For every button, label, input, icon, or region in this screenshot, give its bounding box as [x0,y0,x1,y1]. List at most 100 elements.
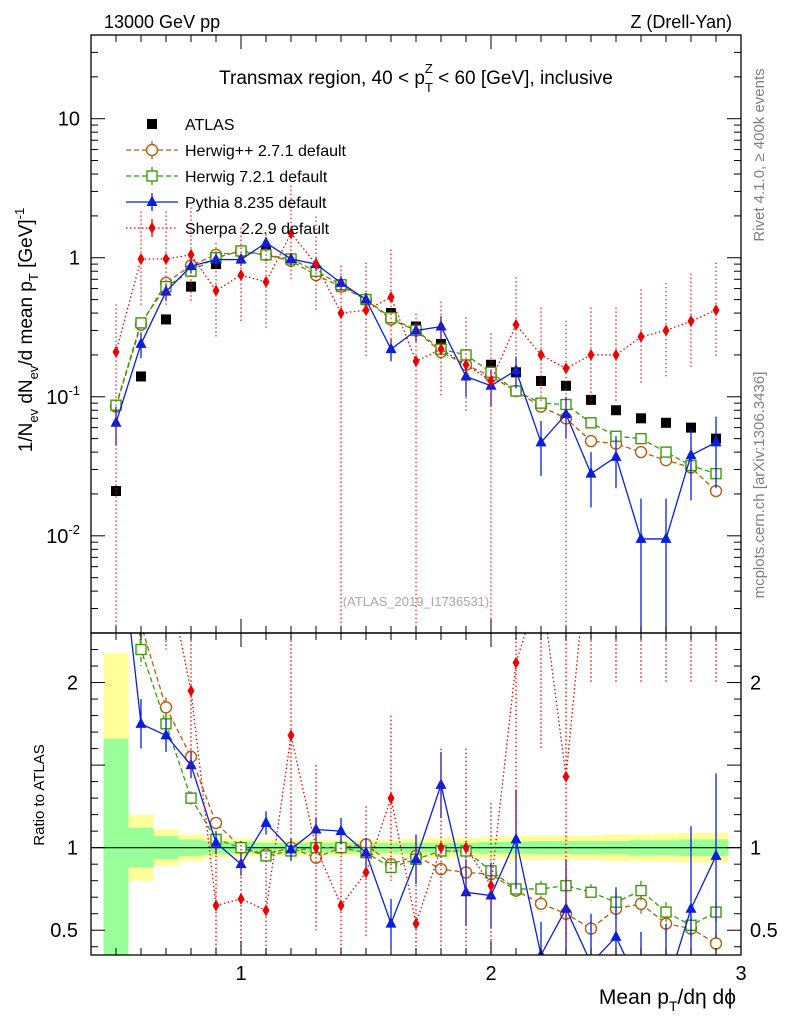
rivet-label: Rivet 4.1.0, ≥ 400k events [751,68,768,241]
ratio-point [310,823,322,834]
ratio-point [187,684,195,697]
ratio-tick-label: 2 [67,673,78,695]
data-point [462,358,470,371]
data-point [312,258,320,271]
ratio-point [185,792,197,804]
y-tick-label: 1 [69,248,80,270]
legend-marker [148,222,156,234]
chart-title: Transmax region, 40 < pTZ < 60 [GeV], in… [219,61,613,95]
ratio-point [538,577,545,589]
ratio-sherpa-2-2-9-default [113,264,717,955]
ratio-point [485,889,497,900]
ratio-point [212,899,220,912]
ratio-point [535,883,547,895]
data-point [584,434,598,448]
data-point [686,422,696,433]
data-point [562,362,570,375]
legend-item-pythia-8-235-default: Pythia 8.235 default [126,193,327,212]
data-point [437,343,445,356]
data-point [185,259,197,271]
legend-label: Herwig++ 2.7.1 default [185,143,347,160]
watermark: (ATLAS_2019_I1736531) [343,594,489,609]
data-point [212,284,220,297]
legend-item-herwig-2-7-1-default: Herwig++ 2.7.1 default [126,141,347,160]
data-point [487,374,495,387]
ratio-point [285,842,297,854]
data-point [587,348,595,361]
ratio-point [260,816,272,827]
ratio-point [588,511,595,523]
legend-marker [147,119,157,129]
y-tick-label: 10 [58,109,80,131]
data-point [112,345,120,358]
ratio-point [585,886,597,898]
ratio-point [163,561,170,573]
ratio-point [387,792,395,805]
data-point [660,532,672,543]
data-point [135,317,147,329]
ratio-point [412,917,420,930]
x-axis-label: Mean pT/dη dϕ [599,986,736,1014]
y-axis-label: 1/Nev dNev/d mean pT [GeV]-1 [12,208,41,453]
data-point [510,363,522,375]
data-point [111,486,121,497]
ratio-point [235,841,247,854]
data-point [661,417,671,428]
ratio-point [337,899,345,912]
ratio-tick-label-right: 0.5 [750,920,778,942]
y-tick-label: 10-1 [46,383,80,409]
data-point [412,355,420,368]
main-series [109,185,723,633]
ratio-point [260,850,272,862]
data-point [536,375,546,386]
data-point [535,435,547,447]
legend-label: ATLAS [185,117,235,134]
ratio-point [385,917,397,928]
data-point [585,417,597,429]
ratio-point [335,824,347,836]
data-point [410,323,422,335]
legend-item-herwig-7-2-1-default: Herwig 7.2.1 default [126,167,328,186]
data-point [634,445,648,459]
data-point [385,342,397,354]
ratio-point [534,897,548,911]
ratio-point [135,717,147,728]
legend-marker [146,170,158,182]
data-point [585,467,597,478]
data-point [486,359,496,370]
ratio-point [312,841,320,854]
legend-label: Herwig 7.2.1 default [185,169,328,186]
y-tick-label: 10-2 [46,522,80,548]
ratio-point [586,957,597,968]
ratio-point [610,930,622,941]
data-point [362,304,370,317]
ratio-tick-label-right: 2 [750,673,761,695]
band-green [103,738,129,955]
ratio-point [113,264,120,276]
legend-marker [145,143,159,157]
data-point [635,432,647,445]
ratio-pythia-8-235-default [130,633,722,968]
ratio-point [562,770,570,783]
ratio-point [237,892,245,905]
data-point [610,450,622,461]
data-point [187,248,195,261]
header-left: 13000 GeV pp [104,12,220,32]
data-point [287,227,295,240]
x-tick-label: 3 [735,963,746,985]
legend-label: Sherpa 2.2.9 default [185,221,330,238]
mcplots-label: mcplots.cern.ch [arXiv:1306.3436] [751,372,768,599]
ratio-tick-label: 1 [67,838,78,860]
ratio-series [113,264,723,968]
ratio-point [437,841,445,854]
legend-item-atlas: ATLAS [147,117,235,134]
data-point [460,369,472,381]
series-sherpa-2-2-9-default [112,185,720,633]
ratio-point [709,937,723,950]
data-point [186,281,196,292]
data-point [235,253,247,264]
data-point [687,315,695,328]
data-point [712,304,720,317]
data-point [662,324,670,337]
data-point [611,405,621,416]
